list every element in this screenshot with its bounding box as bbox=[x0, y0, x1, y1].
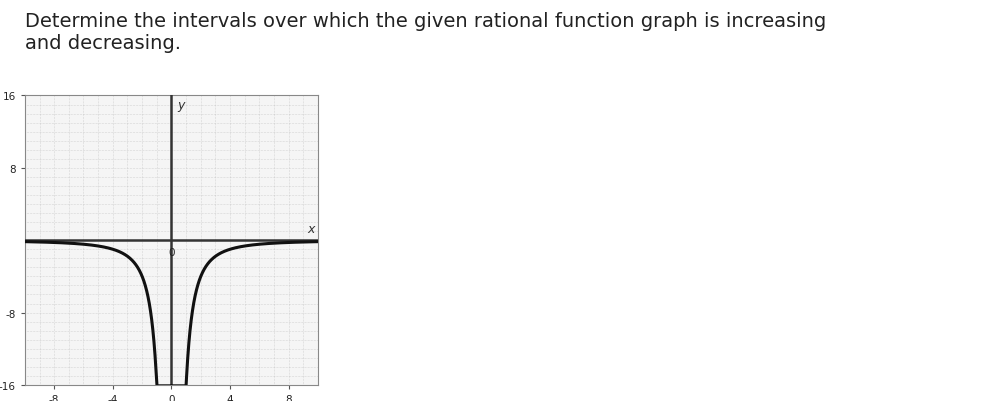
Text: y: y bbox=[177, 99, 185, 112]
Text: x: x bbox=[308, 222, 315, 235]
Text: Determine the intervals over which the given rational function graph is increasi: Determine the intervals over which the g… bbox=[25, 12, 826, 53]
Text: 0: 0 bbox=[168, 248, 175, 258]
